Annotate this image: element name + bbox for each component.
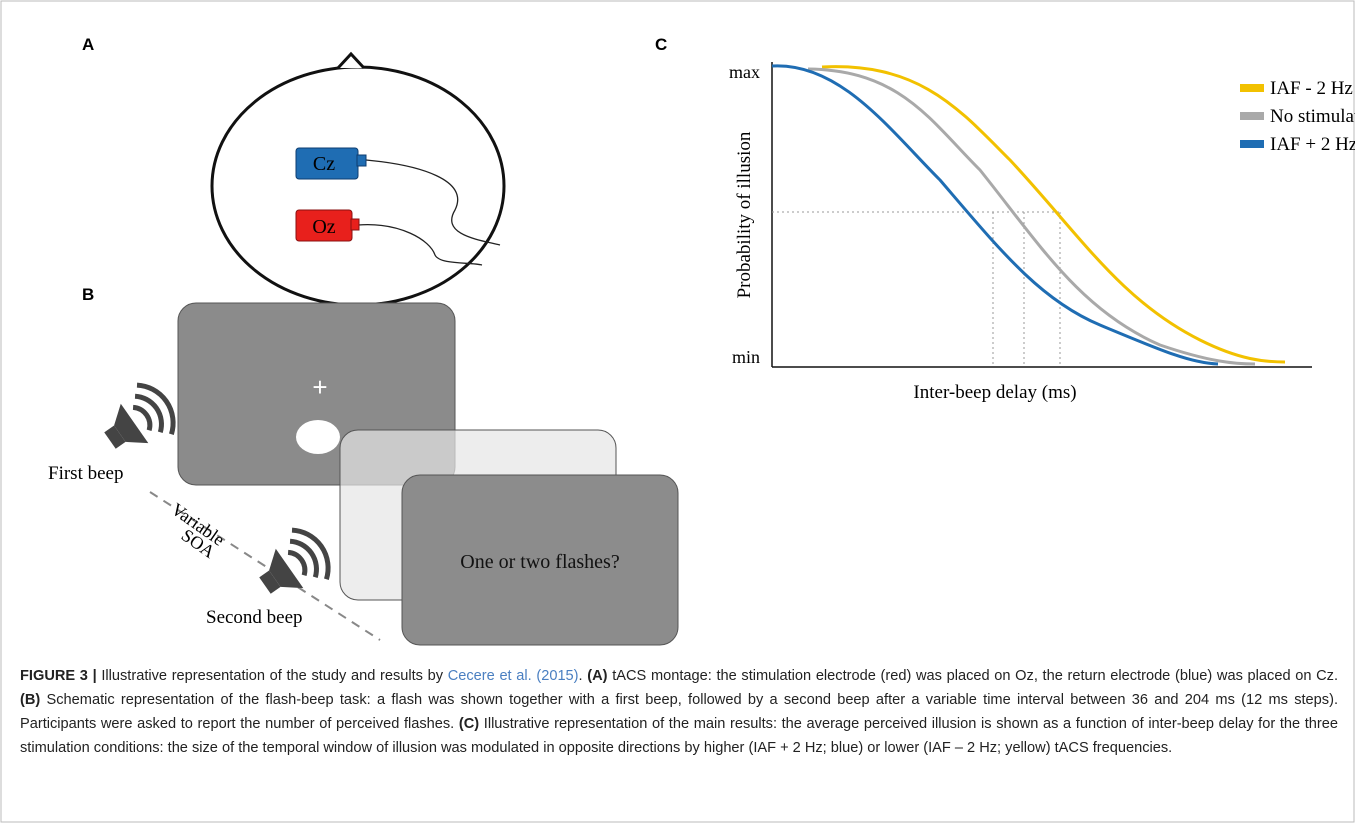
caption-text: tACS montage: the stimulation electrode … <box>612 668 1338 684</box>
legend-swatch <box>1240 84 1264 92</box>
y-axis-label: Probability of illusion <box>734 131 755 298</box>
fixation: + <box>312 372 327 402</box>
x-axis-label: Inter-beep delay (ms) <box>913 382 1076 403</box>
electrode-label: Oz <box>312 216 335 238</box>
beep-label: First beep <box>48 463 123 484</box>
connector <box>357 155 366 166</box>
flash <box>296 420 340 454</box>
caption-part-label: (A) <box>587 668 607 684</box>
beep-label: Second beep <box>206 607 303 628</box>
legend-label: IAF - 2 Hz <box>1270 78 1353 99</box>
reference-lines <box>772 212 1060 367</box>
panel-label: A <box>82 35 94 54</box>
citation[interactable]: Cecere et al. (2015) <box>448 668 579 684</box>
curve <box>822 67 1285 362</box>
wire <box>366 160 500 245</box>
page: { "panels": [ {"label": "A", "electrodes… <box>0 0 1355 823</box>
figure-label: FIGURE 3 | <box>20 668 97 684</box>
caption-text: . <box>579 668 583 684</box>
caption-text: Illustrative representation of the study… <box>101 668 443 684</box>
axis-end-label: max <box>729 62 760 82</box>
legend-swatch <box>1240 112 1264 120</box>
legend-label: No stimulation <box>1270 106 1355 127</box>
nose <box>338 54 364 68</box>
connector <box>351 219 359 230</box>
legend: IAF - 2 Hz No stimulation IAF + 2 Hz <box>1240 78 1355 155</box>
legend-swatch <box>1240 140 1264 148</box>
screen-text: One or two flashes? <box>460 551 620 573</box>
caption-part-label: (B) <box>20 692 40 708</box>
wire <box>358 225 482 265</box>
legend-label: IAF + 2 Hz <box>1270 134 1355 155</box>
speaker <box>248 522 339 611</box>
caption: FIGURE 3 | Illustrative representation o… <box>20 664 1338 760</box>
speaker <box>93 377 184 466</box>
panel-label: B <box>82 285 94 304</box>
electrode-label: Cz <box>313 153 335 175</box>
caption-part-label: (C) <box>459 716 479 732</box>
panel-label: C <box>655 35 667 54</box>
axis-end-label: min <box>732 347 760 367</box>
curve <box>772 66 1218 364</box>
head <box>212 67 504 305</box>
